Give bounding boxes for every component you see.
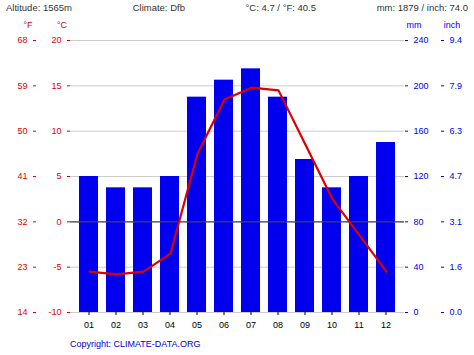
svg-text:10: 10	[51, 126, 61, 136]
svg-text:15: 15	[51, 81, 61, 91]
html-text:Copyright: CLIMATE-DATA.ORG: Copyright: CLIMATE-DATA.ORG	[70, 339, 201, 349]
svg-text:0: 0	[56, 217, 61, 227]
svg-text:68: 68	[17, 35, 27, 45]
svg-text:160: 160	[414, 126, 429, 136]
svg-text:50: 50	[17, 126, 27, 136]
svg-text:07: 07	[246, 320, 256, 330]
html-text:°C: 4.7 / °F: 40.5: °C: 4.7 / °F: 40.5	[245, 2, 316, 13]
svg-text:03: 03	[138, 320, 148, 330]
svg-text:14: 14	[17, 307, 27, 317]
svg-text:5: 5	[56, 171, 61, 181]
svg-text:02: 02	[111, 320, 121, 330]
svg-text:12: 12	[381, 320, 391, 330]
html-text:mm: mm	[406, 20, 422, 30]
svg-text:0.0: 0.0	[450, 307, 463, 317]
svg-text:120: 120	[414, 171, 429, 181]
html-text:inch: inch	[443, 20, 461, 30]
svg-text:41: 41	[17, 171, 27, 181]
svg-text:80: 80	[414, 217, 424, 227]
svg-text:3.1: 3.1	[450, 217, 463, 227]
svg-text:240: 240	[414, 35, 429, 45]
svg-text:-10: -10	[48, 307, 61, 317]
svg-text:01: 01	[84, 320, 94, 330]
svg-text:06: 06	[219, 320, 229, 330]
svg-text:59: 59	[17, 81, 27, 91]
svg-text:09: 09	[300, 320, 310, 330]
svg-text:40: 40	[414, 262, 424, 272]
html-text:mm: 1879 / inch: 74.0: mm: 1879 / inch: 74.0	[376, 2, 468, 13]
html-text:Altitude: 1565m: Altitude: 1565m	[6, 2, 72, 13]
svg-text:0: 0	[414, 307, 419, 317]
svg-text:08: 08	[273, 320, 283, 330]
html-text:°C: °C	[56, 20, 68, 30]
svg-text:11: 11	[354, 320, 363, 330]
svg-text:23: 23	[17, 262, 27, 272]
svg-text:6.3: 6.3	[450, 126, 463, 136]
svg-text:20: 20	[51, 35, 61, 45]
svg-text:4.7: 4.7	[450, 171, 463, 181]
svg-text:10: 10	[327, 320, 337, 330]
svg-text:-5: -5	[53, 262, 61, 272]
svg-text:1.6: 1.6	[450, 262, 463, 272]
svg-text:05: 05	[192, 320, 202, 330]
html-text:Climate: Dfb: Climate: Dfb	[132, 2, 185, 13]
svg-text:7.9: 7.9	[450, 81, 463, 91]
svg-text:200: 200	[414, 81, 429, 91]
svg-text:32: 32	[17, 217, 27, 227]
html-text:°F: °F	[23, 20, 33, 30]
svg-text:9.4: 9.4	[450, 35, 463, 45]
svg-text:04: 04	[165, 320, 175, 330]
